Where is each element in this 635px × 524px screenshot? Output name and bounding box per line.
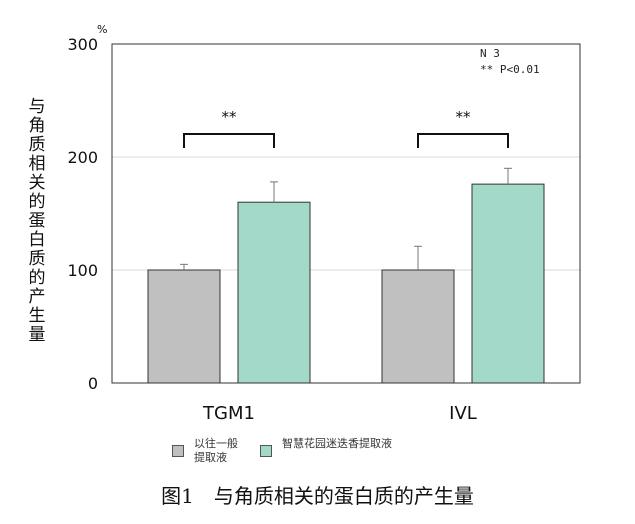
y-tick-label: 100	[67, 261, 98, 280]
legend-label-rosemary: 智慧花园迷迭香提取液	[282, 437, 392, 450]
bar	[147, 269, 221, 384]
bar	[471, 183, 545, 384]
legend: 以往一般 提取液 智慧花园迷迭香提取液	[172, 437, 414, 465]
x-tick-label: IVL	[449, 403, 477, 424]
significance-label: **	[222, 108, 238, 126]
significance-label: **	[456, 108, 472, 126]
legend-item-conventional: 以往一般 提取液	[172, 437, 238, 465]
y-tick-label: 300	[67, 35, 98, 54]
legend-swatch-rosemary	[260, 445, 272, 457]
y-axis-label: 与角质相关的蛋白质的产生量	[28, 97, 46, 345]
stat-note: N 3 ** P<0.01	[480, 46, 540, 78]
legend-label-conventional: 以往一般 提取液	[194, 437, 238, 464]
legend-item-rosemary: 智慧花园迷迭香提取液	[260, 437, 392, 457]
figure-caption: 图1 与角质相关的蛋白质的产生量	[161, 484, 474, 508]
y-tick-label: 200	[67, 148, 98, 167]
y-unit-label: %	[97, 23, 107, 36]
significance-bracket	[183, 133, 275, 148]
significance-bracket	[417, 133, 509, 148]
p-note: ** P<0.01	[480, 63, 540, 76]
y-tick-label: 0	[88, 374, 98, 393]
bar	[237, 201, 311, 384]
plot-frame	[111, 43, 581, 384]
n-note: N 3	[480, 47, 500, 60]
x-tick-label: TGM1	[202, 403, 255, 424]
bar	[381, 269, 455, 384]
legend-swatch-conventional	[172, 445, 184, 457]
